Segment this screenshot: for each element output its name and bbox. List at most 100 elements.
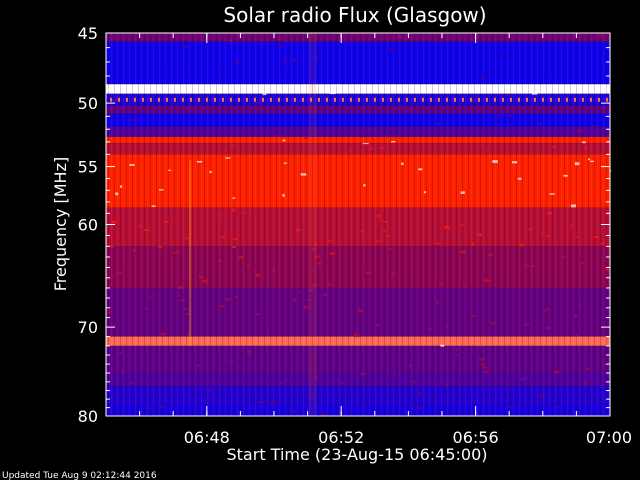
noise-speck xyxy=(232,238,238,240)
noise-speck xyxy=(428,328,432,330)
x-tick-label: 06:52 xyxy=(318,428,364,447)
noise-speck xyxy=(218,99,223,102)
noise-speck xyxy=(186,333,190,336)
interference-tick xyxy=(558,97,560,102)
noise-speck xyxy=(545,235,550,238)
noise-speck xyxy=(462,286,468,288)
noise-speck xyxy=(113,323,116,326)
noise-speck xyxy=(202,279,208,283)
noise-speck xyxy=(160,332,166,336)
interference-tick xyxy=(174,97,176,102)
noise-speck xyxy=(334,84,340,86)
interference-tick xyxy=(478,97,480,102)
noise-speck xyxy=(388,248,392,250)
noise-speck xyxy=(418,392,424,395)
interference-tick xyxy=(566,97,568,102)
noise-speck xyxy=(282,193,285,197)
y-axis-label: Frequency [MHz] xyxy=(51,157,70,291)
interference-tick xyxy=(222,97,224,102)
interference-tick xyxy=(342,97,344,102)
noise-speck xyxy=(581,262,584,264)
noise-speck xyxy=(546,211,552,215)
noise-overlay xyxy=(106,33,610,416)
interference-tick xyxy=(254,97,256,102)
noise-speck xyxy=(383,220,389,223)
noise-speck xyxy=(118,352,123,354)
noise-speck xyxy=(590,160,594,163)
interference-tick xyxy=(118,97,120,102)
x-axis: 06:48 06:52 06:56 07:00 xyxy=(105,33,632,447)
noise-speck xyxy=(277,43,280,46)
noise-speck xyxy=(221,236,225,239)
noise-speck xyxy=(505,94,512,97)
noise-speck xyxy=(132,249,136,252)
noise-speck xyxy=(300,173,307,176)
noise-speck xyxy=(531,265,535,268)
noise-speck xyxy=(344,152,348,155)
noise-speck xyxy=(459,224,465,226)
noise-speck xyxy=(279,382,283,385)
noise-speck xyxy=(163,220,169,224)
interference-tick xyxy=(550,97,552,102)
noise-speck xyxy=(329,92,336,95)
noise-speck xyxy=(550,71,553,73)
noise-speck xyxy=(292,298,296,302)
noise-speck xyxy=(262,92,267,96)
interference-column xyxy=(308,33,317,416)
noise-speck xyxy=(390,48,395,51)
noise-speck xyxy=(195,408,199,410)
noise-speck xyxy=(391,272,395,275)
noise-speck xyxy=(269,402,274,405)
noise-speck xyxy=(185,312,190,315)
noise-speck xyxy=(494,116,500,119)
noise-speck xyxy=(314,243,318,246)
noise-speck xyxy=(362,143,369,145)
noise-speck xyxy=(305,299,312,301)
noise-speck xyxy=(357,309,364,312)
noise-speck xyxy=(349,150,352,152)
noise-speck xyxy=(171,380,174,382)
noise-speck xyxy=(436,242,441,245)
noise-speck xyxy=(439,283,444,285)
noise-speck xyxy=(379,219,383,222)
updated-timestamp: Updated Tue Aug 9 02:12:44 2016 xyxy=(2,471,157,480)
noise-speck xyxy=(361,230,364,233)
noise-speck xyxy=(477,346,482,348)
noise-speck xyxy=(551,146,556,148)
noise-speck xyxy=(507,115,512,118)
noise-speck xyxy=(183,45,189,48)
noise-speck xyxy=(484,370,489,374)
interference-tick xyxy=(494,97,496,102)
noise-speck xyxy=(283,162,288,164)
noise-speck xyxy=(392,384,395,386)
interference-tick xyxy=(390,97,392,102)
noise-speck xyxy=(299,99,305,102)
noise-speck xyxy=(480,78,486,80)
interference-tick xyxy=(606,97,608,102)
noise-speck xyxy=(318,262,321,265)
noise-speck xyxy=(488,253,493,257)
noise-speck xyxy=(486,149,489,151)
noise-speck xyxy=(517,177,522,180)
noise-speck xyxy=(232,197,236,199)
interference-tick xyxy=(166,97,168,102)
y-axis: 45 50 55 60 70 80 xyxy=(78,24,610,426)
noise-speck xyxy=(460,191,465,194)
noise-speck xyxy=(556,406,560,409)
noise-speck xyxy=(455,348,459,352)
noise-speck xyxy=(471,242,475,246)
noise-speck xyxy=(417,406,422,410)
noise-speck xyxy=(360,372,366,375)
noise-speck xyxy=(470,99,476,102)
noise-speck xyxy=(205,388,212,392)
noise-speck xyxy=(178,286,183,289)
noise-speck xyxy=(363,184,366,187)
noise-speck xyxy=(218,215,223,217)
noise-speck xyxy=(187,68,190,71)
noise-speck xyxy=(379,147,385,150)
interference-tick xyxy=(294,97,296,102)
noise-speck xyxy=(144,229,150,232)
noise-speck xyxy=(238,256,244,259)
noise-speck xyxy=(575,333,578,337)
